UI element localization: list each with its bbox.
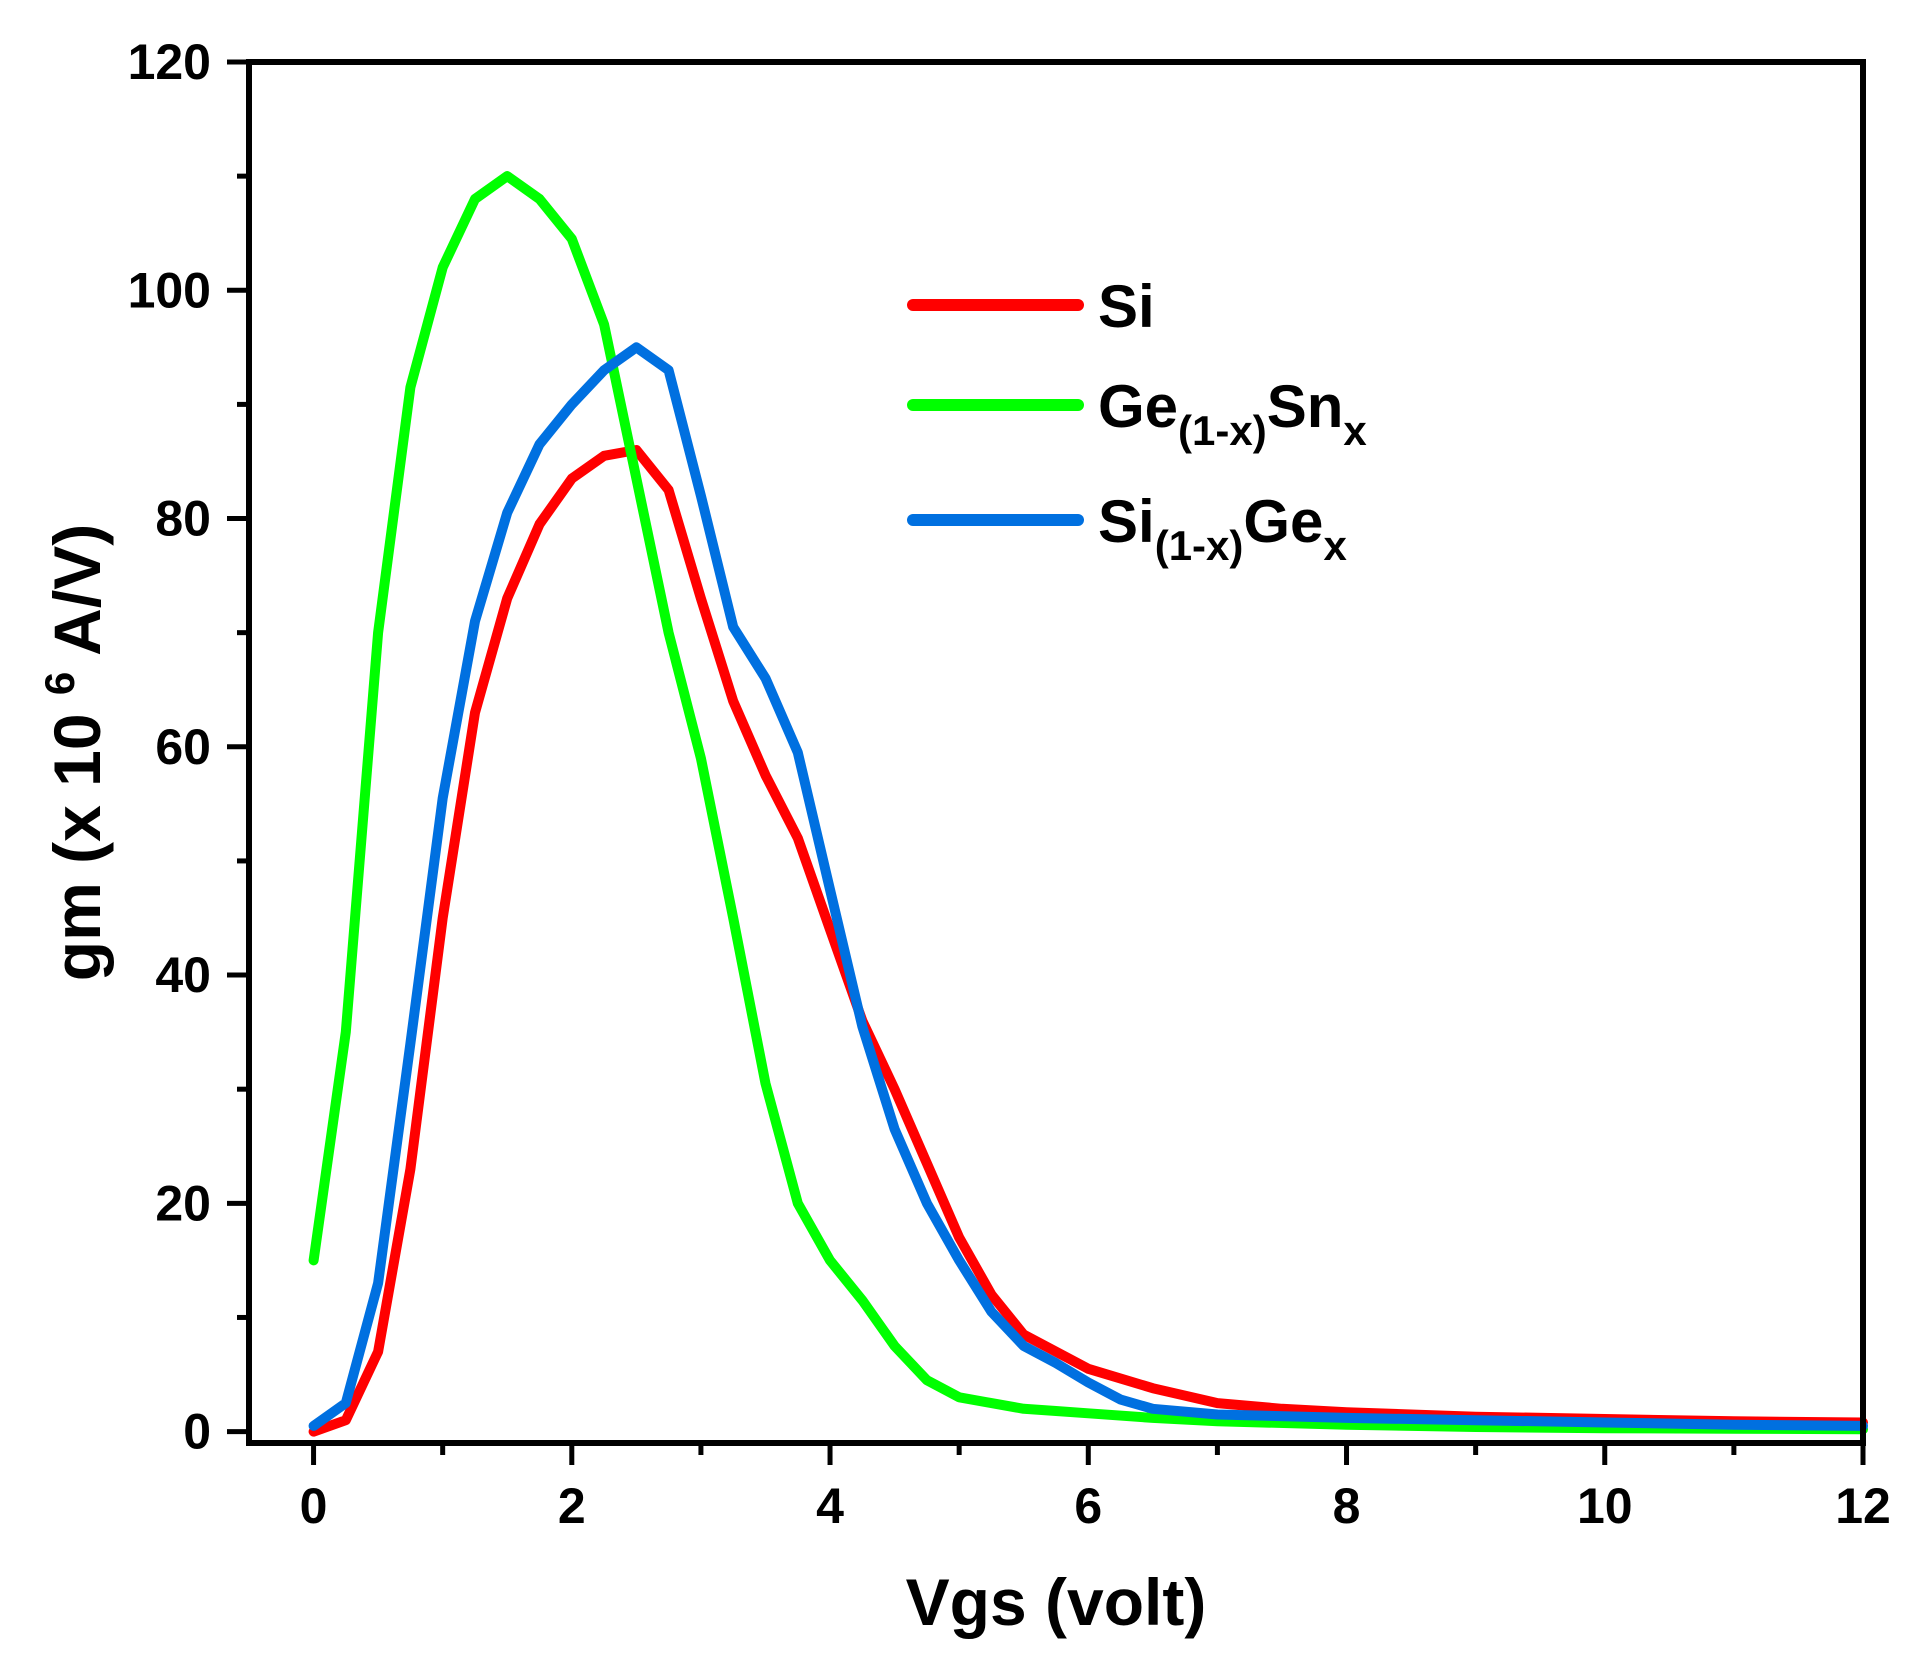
series-line-1 [308, 171, 1868, 1435]
y-tick-label: 60 [155, 719, 211, 775]
y-axis-title-suffix: A/V) [40, 524, 114, 656]
x-tick-label: 10 [1577, 1478, 1633, 1534]
legend-label-1: Ge(1-x)Snx [1098, 373, 1367, 454]
plot-frame [246, 59, 1866, 1446]
y-tick-label: 20 [155, 1175, 211, 1231]
series-line-0 [308, 445, 1868, 1437]
y-tick-label: 120 [128, 34, 211, 90]
x-tick-label: 0 [300, 1478, 328, 1534]
x-tick-label: 12 [1835, 1478, 1891, 1534]
series-line-2 [308, 342, 1868, 1431]
y-axis-ticks: 0 20 40 60 80 100 120 [128, 34, 249, 1460]
x-tick-label: 6 [1074, 1478, 1102, 1534]
y-axis-title: gm (x 10 6 A/V) [14, 524, 114, 981]
legend-label-2: Si(1-x)Gex [1098, 488, 1347, 569]
y-tick-label: 80 [155, 491, 211, 547]
x-tick-label: 2 [558, 1478, 586, 1534]
x-tick-label: 8 [1333, 1478, 1361, 1534]
x-axis-ticks: 0 2 4 6 8 10 12 [300, 1443, 1891, 1534]
plot-lines [308, 171, 1868, 1437]
y-axis-title-exponent: 6 [36, 672, 83, 695]
x-tick-label: 4 [816, 1478, 844, 1534]
x-axis-title: Vgs (volt) [906, 1565, 1207, 1639]
y-axis-title-prefix: gm (x 10 [40, 713, 114, 981]
y-tick-label: 100 [128, 262, 211, 318]
legend-label-0: Si [1098, 273, 1155, 340]
y-tick-label: 0 [183, 1404, 211, 1460]
legend: Si Ge(1-x)Snx Si(1-x)Gex [907, 273, 1367, 569]
y-tick-label: 40 [155, 947, 211, 1003]
